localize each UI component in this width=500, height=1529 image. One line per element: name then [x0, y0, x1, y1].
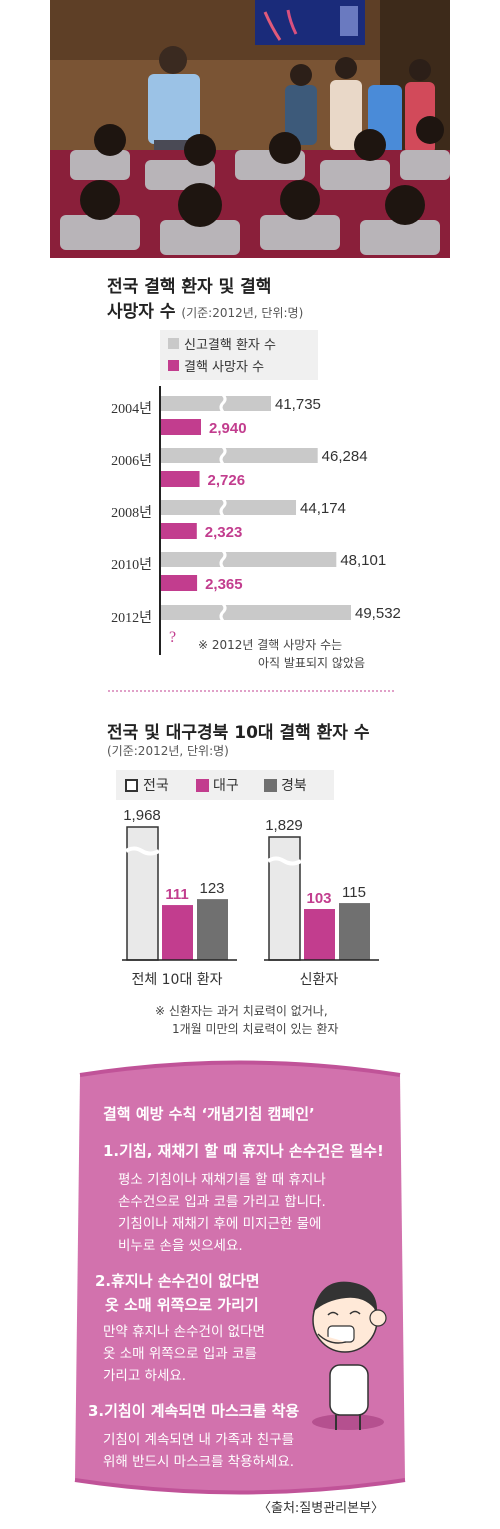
chart2-category-label: 신환자: [300, 972, 339, 988]
chart1-axis-break: [219, 497, 227, 517]
legend-label-national: 전국: [143, 778, 169, 794]
campaign-banner-background: [74, 1060, 406, 1495]
legend-label-gray: 신고결핵 환자 수: [184, 338, 276, 353]
rule2-heading-line1: 2.휴지나 손수건이 없다면: [95, 1272, 260, 1290]
legend-swatch-national: [125, 779, 138, 792]
rule1-body-line4: 비누로 손을 씻으세요.: [118, 1238, 243, 1254]
legend-label-daegu: 대구: [213, 778, 239, 794]
rule3-body-line2: 위해 반드시 마스크를 착용하세요.: [103, 1454, 295, 1470]
chart1-bar-patients: [161, 552, 337, 567]
chart2-title: 전국 및 대구경북 10대 결핵 환자 수: [107, 723, 370, 743]
chart1-year-label: 2008년: [111, 505, 152, 521]
chart1-year-label: 2006년: [111, 453, 152, 469]
chart1-value-patients: 46,284: [322, 448, 368, 465]
chart2-axis-break: [124, 846, 160, 856]
chart1-bar-patients: [161, 448, 318, 463]
chart2-bar-daegu: [162, 905, 193, 960]
chart1-bar-patients: [161, 500, 297, 515]
chart1-title-line2: 사망자 수 (기준:2012년, 단위:명): [107, 297, 303, 322]
rule2-body-line2: 옷 소매 위쪽으로 입과 코를: [103, 1346, 257, 1362]
chart1-value-patients: 48,101: [340, 552, 386, 569]
chart1-value-deaths: 2,726: [208, 472, 246, 489]
legend-label-gyeongbuk: 경북: [281, 778, 307, 794]
chart1-title-line2-text: 사망자 수: [107, 302, 176, 322]
chart2-value-gyeongbuk: 123: [199, 880, 224, 897]
bacteria-slide-image: [263, 6, 358, 41]
chart1-axis-break: [219, 549, 227, 569]
rule1-body-line2: 손수건으로 입과 코를 가리고 합니다.: [118, 1194, 326, 1210]
chart2-value-daegu: 103: [306, 890, 331, 907]
chart1-axis-break: [219, 445, 227, 465]
chart1-axis-break: [219, 393, 227, 413]
section-divider: [108, 690, 394, 692]
rule1-body-line3: 기침이나 재채기 후에 미지근한 물에: [118, 1216, 322, 1232]
chart2-value-gyeongbuk: 115: [342, 884, 366, 901]
chart2-value-national: 1,829: [265, 817, 303, 834]
chart2-axis-break: [266, 856, 302, 866]
rule1-heading: 1.기침, 재채기 할 때 휴지나 손수건은 필수!: [103, 1142, 384, 1160]
chart2-value-national: 1,968: [123, 807, 161, 824]
chart1-year-label: 2004년: [111, 401, 152, 417]
legend-swatch-gray: [168, 338, 179, 349]
lecture-scene-illustration: [50, 0, 450, 258]
chart1-subtitle: (기준:2012년, 단위:명): [181, 306, 304, 320]
chart1-value-deaths: 2,323: [205, 524, 243, 541]
chart2-category-label: 전체 10대 환자: [131, 972, 222, 988]
legend-swatch-gyeongbuk: [264, 779, 277, 792]
rule3-body-line1: 기침이 계속되면 내 가족과 친구를: [103, 1432, 295, 1448]
chart1-footnote-line1: ※ 2012년 결핵 사망자 수는: [198, 638, 343, 652]
chart1-bar-patients: [161, 396, 271, 411]
chart1-year-label: 2010년: [111, 557, 152, 573]
chart2-footnote-line2: 1개월 미만의 치료력이 있는 환자: [172, 1022, 339, 1036]
chart1-axis-break: [219, 602, 227, 622]
chart1-bar-deaths: [161, 575, 198, 591]
chart1-bar-deaths: [161, 523, 197, 539]
rule3-heading: 3.기침이 계속되면 마스크를 착용: [88, 1402, 300, 1420]
chart1-plot: 2004년 41,735 2,940 2006년 46,284 2,726 2008년 44,…: [111, 386, 401, 655]
legend-label-pink: 결핵 사망자 수: [184, 360, 265, 375]
chart1-value-patients: 44,174: [300, 500, 346, 517]
chart1-footnote-line2: 아직 발표되지 않았음: [258, 656, 365, 670]
chart1-legend: 신고결핵 환자 수 결핵 사망자 수: [160, 330, 318, 380]
chart2-footnote-line1: ※ 신환자는 과거 치료력이 없거나,: [155, 1004, 328, 1018]
chart1-bar-deaths: [161, 471, 200, 487]
chart1-unknown-mark: ?: [169, 629, 176, 646]
chart2-bar-daegu: [304, 909, 335, 960]
chart1-title-line1: 전국 결핵 환자 및 결핵: [107, 277, 272, 297]
coughing-child-icon: [312, 1281, 387, 1430]
chart2-value-daegu: 111: [165, 886, 188, 903]
legend-swatch-daegu: [196, 779, 209, 792]
lecture-photo: [50, 0, 450, 258]
chart1-value-patients: 41,735: [275, 396, 321, 413]
chart1-value-deaths: 2,365: [205, 576, 243, 593]
chart2-bar-national: [268, 836, 301, 961]
rule2-body-line3: 가리고 하세요.: [103, 1368, 187, 1384]
rule1-body-line1: 평소 기침이나 재채기를 할 때 휴지나: [118, 1172, 326, 1188]
chart2-legend: 전국 대구 경북: [116, 770, 334, 800]
legend-swatch-pink: [168, 360, 179, 371]
chart2-bar-gyeongbuk: [197, 899, 228, 960]
rule2-body-line1: 만약 휴지나 손수건이 없다면: [103, 1324, 265, 1340]
campaign-title: 결핵 예방 수칙 ‘개념기침 캠페인’: [103, 1105, 315, 1123]
chart1-value-patients: 49,532: [355, 605, 401, 622]
chart1-bar-deaths: [161, 419, 201, 435]
source-credit: 〈출처:질병관리본부〉: [258, 1501, 385, 1516]
chart2-bar-gyeongbuk: [339, 903, 370, 960]
chart2-subtitle: (기준:2012년, 단위:명): [107, 744, 229, 758]
chart2-plot: 1,968 111 123 전체 10대 환자 1,829 103 115 신환자: [122, 807, 379, 988]
rule2-heading-line2: 옷 소매 위쪽으로 가리기: [105, 1296, 259, 1314]
chart1-value-deaths: 2,940: [209, 420, 247, 437]
chart1-bar-patients: [161, 605, 351, 620]
chart1-year-label: 2012년: [111, 610, 152, 626]
